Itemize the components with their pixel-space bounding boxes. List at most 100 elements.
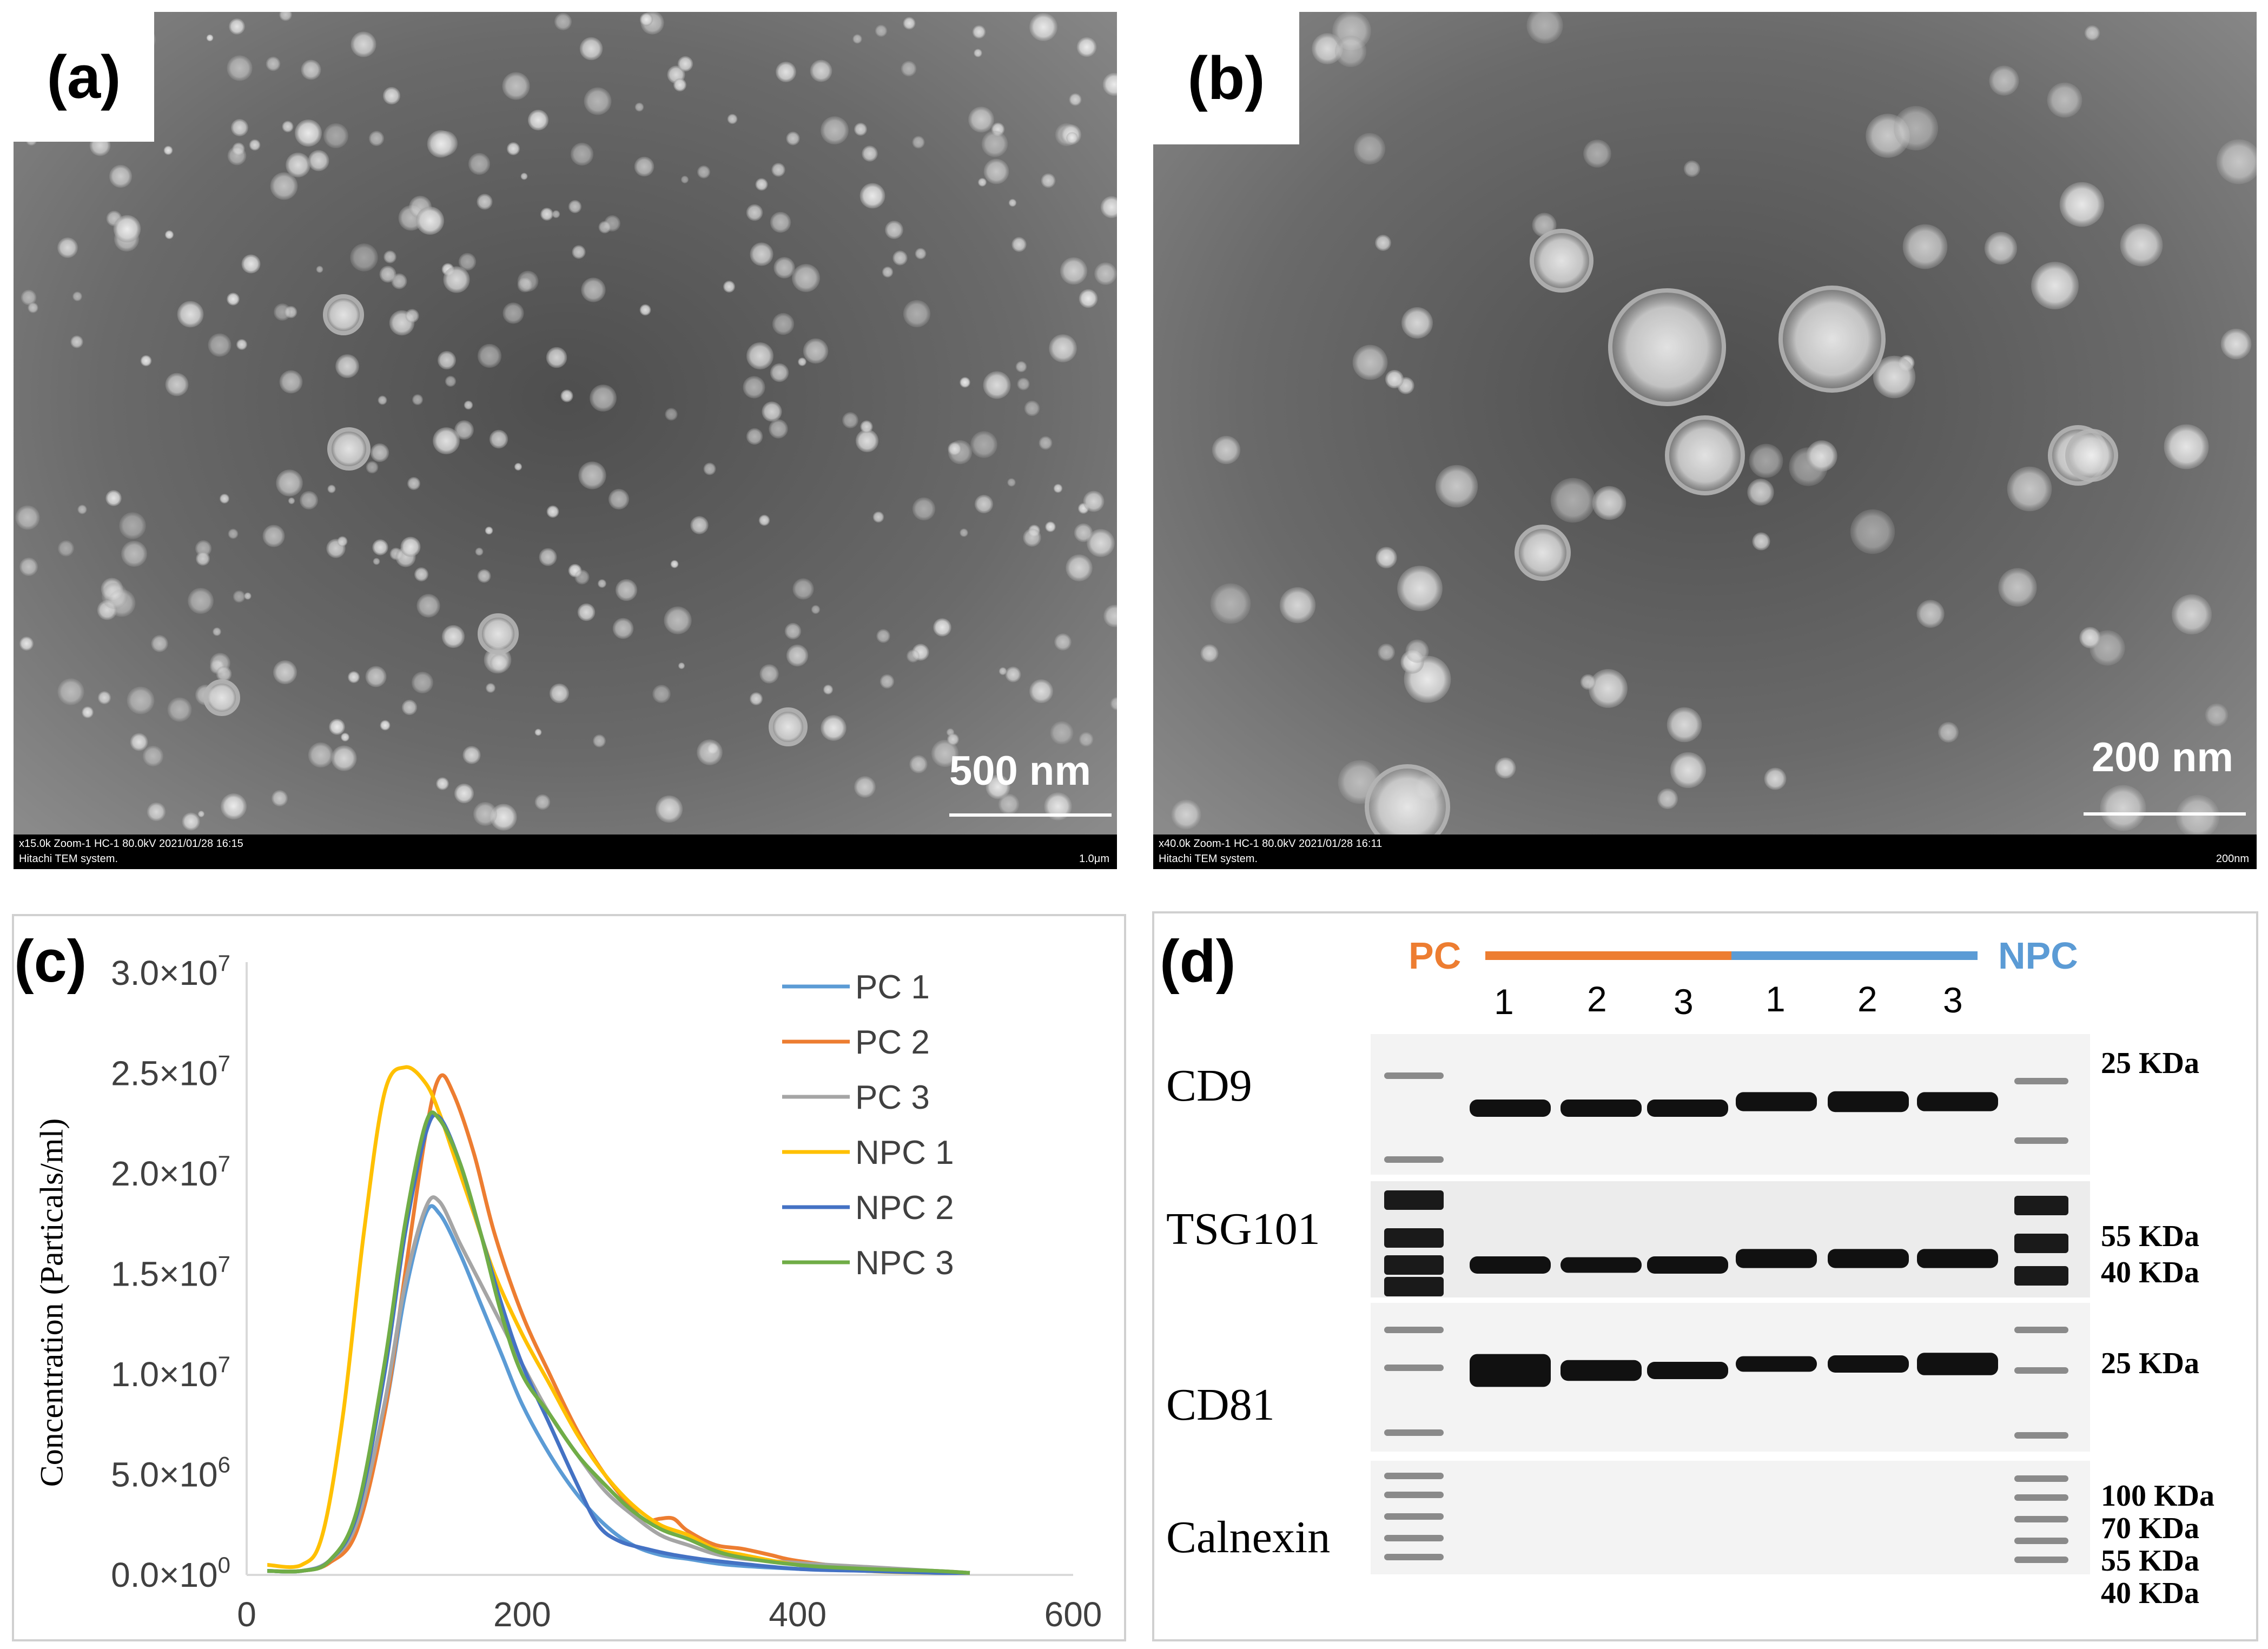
legend-label: NPC 2 — [855, 1189, 954, 1227]
protein-band — [1470, 1100, 1551, 1117]
vesicle — [378, 395, 387, 405]
vesicle — [105, 490, 122, 506]
vesicle — [279, 12, 292, 21]
group-label-pc: PC — [1409, 935, 1462, 977]
vesicle — [784, 622, 802, 640]
vesicle — [885, 221, 903, 239]
marker-calnexin-40kda: 40 KDa — [2101, 1577, 2199, 1610]
vesicle — [1100, 196, 1117, 218]
vesicle — [163, 145, 173, 155]
vesicle — [21, 289, 37, 306]
vesicle — [792, 264, 820, 292]
panel-label-b: (b) — [1153, 12, 1299, 144]
vesicle — [441, 625, 465, 648]
chart-y-ticks: 0.0×100 5.0×106 1.0×107 1.5×107 2.0×107 2.5×1… — [111, 950, 230, 1594]
ladder-band — [2014, 1327, 2068, 1333]
vesicle — [15, 505, 40, 530]
vesicle — [823, 684, 834, 695]
vesicle — [2205, 703, 2229, 727]
vesicle — [1376, 547, 1397, 568]
vesicle — [680, 175, 689, 184]
vesicle — [776, 62, 796, 82]
vesicle — [380, 720, 391, 731]
vesicle — [2176, 794, 2220, 839]
vesicle — [507, 142, 520, 155]
vesicle — [915, 248, 927, 260]
lane-label-npc-3: 3 — [1943, 980, 1963, 1020]
vesicle — [1747, 479, 1774, 506]
vesicle — [1023, 528, 1041, 547]
tem-info-scale-a: 1.0μm — [1079, 853, 1109, 865]
vesicle — [365, 666, 387, 687]
vesicle — [1066, 554, 1093, 581]
blot-strip — [1371, 1034, 2090, 1175]
ladder-band — [2014, 1475, 2068, 1482]
blot-images — [1371, 1034, 2090, 1574]
vesicle — [974, 494, 994, 514]
vesicle — [697, 739, 723, 765]
vesicle — [1583, 140, 1611, 168]
y-tick-label: 2.5×107 — [111, 1051, 230, 1093]
vesicle — [968, 107, 994, 133]
vesicle — [690, 516, 709, 534]
vesicle — [577, 603, 596, 621]
vesicle — [327, 485, 336, 493]
vesicle — [1005, 666, 1021, 683]
marker-calnexin-100kda: 100 KDa — [2101, 1479, 2214, 1513]
ladder-band — [2014, 1494, 2068, 1501]
vesicle — [1312, 33, 1343, 64]
vesicle — [2065, 429, 2118, 482]
vesicle — [549, 683, 570, 704]
vesicle — [458, 253, 477, 271]
vesicle — [876, 629, 890, 643]
vesicle — [1435, 465, 1478, 508]
blot-membrane — [1371, 1181, 2090, 1297]
vesicle — [2220, 328, 2252, 360]
vesicle — [697, 165, 710, 178]
vesicle — [416, 594, 440, 618]
vesicle — [1667, 707, 1702, 743]
vesicle — [57, 237, 78, 258]
tem-info-bar-b: x40.0k Zoom-1 HC-1 80.0kV 2021/01/28 16:… — [1153, 835, 2257, 869]
vesicle — [1210, 583, 1251, 624]
legend-label: PC 2 — [855, 1024, 930, 1061]
vesicle — [746, 342, 773, 369]
vesicle — [1076, 37, 1097, 57]
vesicle — [369, 131, 384, 146]
vesicle — [366, 461, 379, 474]
chart-legend: PC 1 PC 2 PC 3 NPC 1 NPC 2 NPC 3 — [782, 969, 954, 1282]
vesicle — [1515, 525, 1571, 581]
lane-label-pc-1: 1 — [1494, 982, 1514, 1022]
tem-info-line1-a: x15.0k Zoom-1 HC-1 80.0kV 2021/01/28 16:… — [19, 838, 243, 850]
x-tick-label: 400 — [769, 1595, 826, 1634]
vesicle — [1352, 345, 1388, 380]
vesicle — [811, 605, 821, 614]
vesicle — [130, 733, 148, 751]
y-tick-label: 2.0×107 — [111, 1151, 230, 1193]
vesicle — [228, 528, 239, 539]
marker-tsg101-55kda: 55 KDa — [2101, 1220, 2199, 1253]
y-tick-label: 3.0×107 — [111, 950, 230, 992]
vesicle — [540, 208, 553, 221]
protein-band — [1647, 1256, 1728, 1274]
vesicle — [1984, 231, 2018, 265]
vesicle — [208, 333, 232, 357]
tem-micrograph-a — [14, 12, 1117, 869]
vesicle — [1334, 35, 1367, 68]
vesicle — [552, 210, 560, 218]
vesicle — [546, 347, 567, 368]
vesicle — [810, 59, 832, 82]
ladder-band — [2014, 1234, 2068, 1253]
ladder-band — [1384, 1513, 1444, 1520]
vesicle — [177, 301, 204, 328]
protein-band — [1828, 1091, 1909, 1112]
vesicle — [1495, 757, 1516, 779]
vesicle — [195, 540, 212, 557]
panel-label-c: (c) — [14, 928, 87, 995]
series-line-npc-1 — [267, 1065, 970, 1575]
vesicle — [308, 150, 329, 171]
vesicle — [1375, 235, 1391, 251]
vesicle — [572, 245, 586, 259]
vesicle — [477, 194, 493, 210]
vesicle — [703, 462, 716, 475]
